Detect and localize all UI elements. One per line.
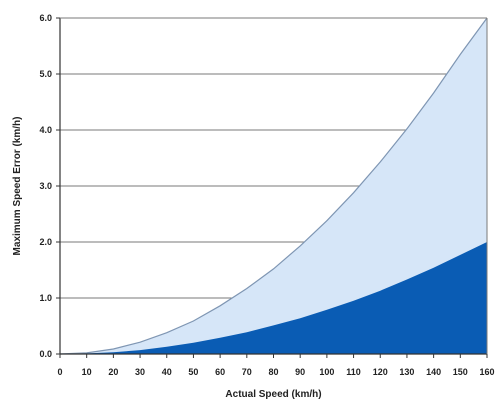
x-tick-label: 130 — [399, 367, 414, 377]
y-tick-label: 2.0 — [39, 237, 52, 247]
x-tick-label: 30 — [135, 367, 145, 377]
x-tick-label: 150 — [453, 367, 468, 377]
x-tick-label: 100 — [319, 367, 334, 377]
lower-error-area — [60, 242, 487, 354]
x-tick-label: 120 — [373, 367, 388, 377]
x-tick-label: 0 — [57, 367, 62, 377]
x-tick-label: 90 — [295, 367, 305, 377]
upper-error-area — [60, 18, 487, 354]
x-tick-label: 60 — [215, 367, 225, 377]
x-tick-label: 80 — [268, 367, 278, 377]
x-tick-label: 160 — [479, 367, 494, 377]
x-tick-label: 70 — [242, 367, 252, 377]
x-tick-label: 50 — [188, 367, 198, 377]
y-tick-label: 0.0 — [39, 349, 52, 359]
upper-error-line — [59, 17, 488, 355]
y-tick-label: 5.0 — [39, 69, 52, 79]
x-tick-label: 140 — [426, 367, 441, 377]
x-tick-label: 10 — [82, 367, 92, 377]
y-tick-labels: 0.0 1.0 2.0 3.0 4.0 5.0 6.0 — [39, 13, 60, 359]
y-tick-label: 4.0 — [39, 125, 52, 135]
y-axis-title: Maximum Speed Error (km/h) — [12, 117, 23, 256]
x-tick-label: 20 — [108, 367, 118, 377]
y-tick-label: 1.0 — [39, 293, 52, 303]
x-axis-title: Actual Speed (km/h) — [225, 389, 321, 400]
x-tick-labels: 0 10 20 30 40 50 60 70 80 90 100 110 120 130 140 150 160 — [57, 354, 495, 377]
y-tick-label: 3.0 — [39, 181, 52, 191]
x-tick-label: 110 — [346, 367, 361, 377]
x-tick-label: 40 — [162, 367, 172, 377]
y-tick-label: 6.0 — [39, 13, 52, 23]
